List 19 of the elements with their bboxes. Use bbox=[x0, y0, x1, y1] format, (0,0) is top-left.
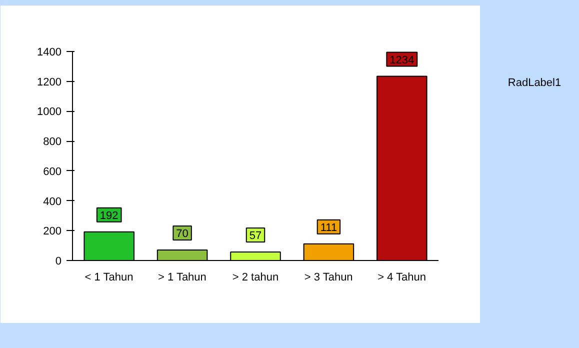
x-tick-label: > 2 tahun bbox=[232, 272, 279, 284]
x-tick-label: > 3 Tahun bbox=[304, 272, 353, 284]
data-label: 111 bbox=[320, 222, 338, 234]
x-tick-label: < 1 Tahun bbox=[84, 272, 134, 284]
y-tick-label: 200 bbox=[43, 226, 62, 238]
data-label: 57 bbox=[249, 230, 262, 242]
y-tick-label: 400 bbox=[43, 196, 62, 208]
y-tick-label: 600 bbox=[43, 166, 62, 178]
y-tick-label: 0 bbox=[55, 256, 62, 268]
x-tick-label: > 1 Tahun bbox=[158, 272, 206, 284]
data-label: 192 bbox=[100, 210, 118, 222]
y-tick-label: 1000 bbox=[37, 106, 62, 118]
y-tick-label: 1400 bbox=[37, 46, 62, 58]
data-label: 70 bbox=[176, 228, 188, 240]
x-tick-label: > 4 Tahun bbox=[378, 272, 426, 284]
data-label: 1234 bbox=[390, 54, 414, 66]
y-tick-label: 800 bbox=[43, 136, 62, 148]
text: RadLabel1 bbox=[508, 76, 562, 91]
y-tick-label: 1200 bbox=[37, 76, 62, 88]
